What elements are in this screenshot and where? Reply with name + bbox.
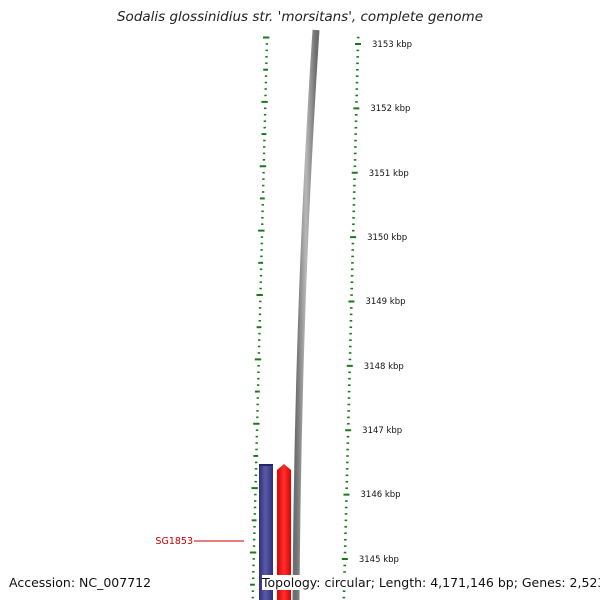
ruler-label: 3146 kbp (361, 490, 401, 500)
accession-label: Accession: NC_007712 (9, 575, 152, 590)
ruler-label: 3148 kbp (364, 362, 404, 372)
genome-summary: Topology: circular; Length: 4,171,146 bp… (262, 575, 600, 590)
feature-sg1853[interactable] (277, 464, 291, 600)
ruler-label: 3150 kbp (367, 233, 407, 243)
feature-sg1853-arrow[interactable] (277, 464, 291, 600)
ruler-label: 3147 kbp (362, 426, 402, 436)
ruler-labels: 3153 kbp 3152 kbp 3151 kbp 3150 kbp 3149 kbp… (359, 40, 412, 565)
feature-minus-body[interactable] (259, 464, 273, 600)
genome-backbone (292, 29, 320, 600)
ruler-label: 3152 kbp (370, 104, 410, 114)
ruler-label: 3151 kbp (369, 169, 409, 179)
feature-minus-strand[interactable] (259, 464, 273, 600)
feature-label-sg1853[interactable]: SG1853 (155, 536, 193, 547)
map-title: Sodalis glossinidius str. 'morsitans', c… (116, 9, 484, 25)
inner-tick-ruler (249, 36, 270, 599)
ruler-label: 3149 kbp (365, 297, 405, 307)
ruler-label: 3153 kbp (372, 40, 412, 50)
outer-tick-ruler (341, 36, 361, 599)
ruler-label: 3145 kbp (359, 555, 399, 565)
